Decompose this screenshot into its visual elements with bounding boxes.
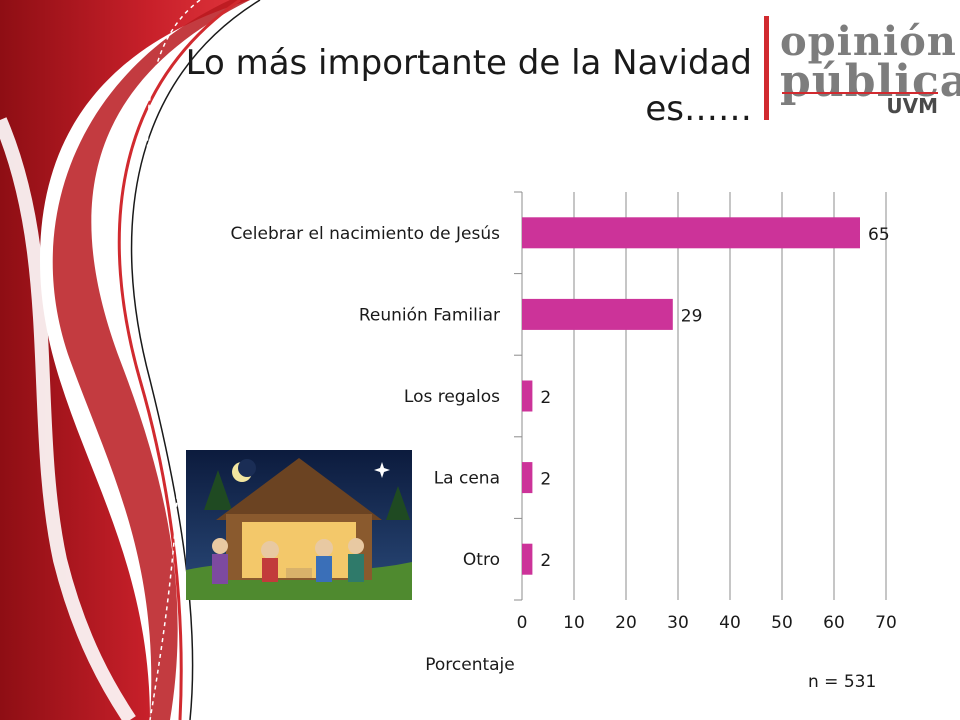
title-line-1: Lo más importante de la Navidad [185,43,752,83]
slide-title: Lo más importante de la Navidad es…… [186,40,752,132]
bar [522,298,673,330]
x-tick-label: 10 [563,613,585,633]
x-tick-label: 40 [719,613,741,633]
data-label: 2 [540,551,551,571]
x-axis-title: Porcentaje [425,655,515,675]
data-label: 29 [681,306,703,326]
title-line-2: es…… [645,89,752,129]
x-tick-label: 0 [517,613,528,633]
bar [522,543,533,575]
bar [522,380,533,412]
bar [522,217,860,249]
x-tick-label: 30 [667,613,689,633]
bar [522,462,533,494]
logo-line-3: UVM [886,94,938,118]
category-label: Los regalos [404,387,500,407]
x-tick-label: 50 [771,613,793,633]
data-label: 65 [868,225,890,245]
x-tick-label: 60 [823,613,845,633]
category-label: Reunión Familiar [359,305,500,325]
logo-rule [782,92,938,94]
category-label: Otro [463,550,500,570]
x-tick-label: 20 [615,613,637,633]
opinion-publica-logo: opinión pública UVM [762,12,960,122]
logo-accent-bar [764,16,769,120]
category-label: La cena [434,469,500,489]
x-tick-label: 70 [875,613,897,633]
sample-size-note: n = 531 [808,672,877,692]
data-label: 2 [540,470,551,490]
data-label: 2 [540,388,551,408]
category-label: Celebrar el nacimiento de Jesús [230,224,500,244]
logo-line-2: pública [780,56,960,107]
nativity-scene-image [186,450,412,600]
logo-line-1: opinión [780,18,957,65]
